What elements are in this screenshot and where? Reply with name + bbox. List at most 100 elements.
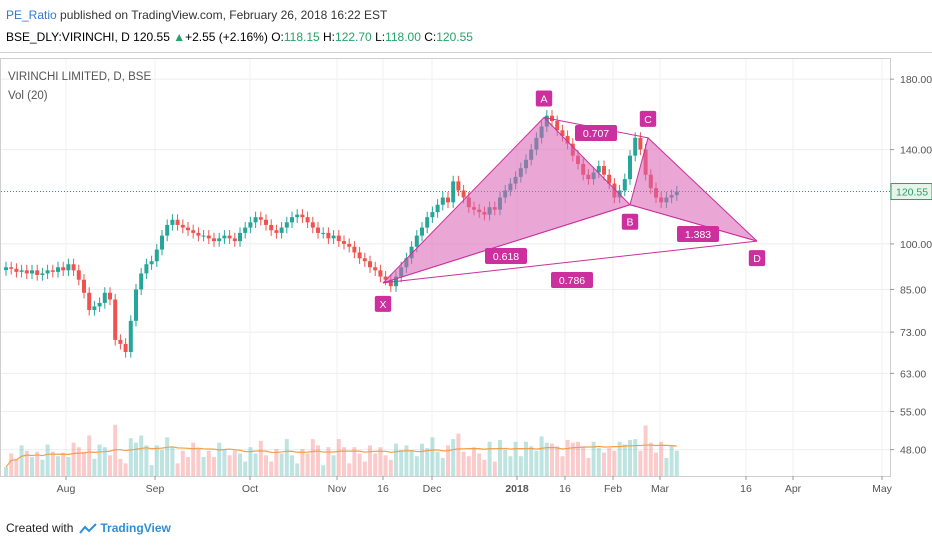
volume-bar[interactable]	[555, 446, 560, 476]
candle-body[interactable]	[4, 267, 8, 271]
symbol-name[interactable]: BSE_DLY:VIRINCHI, D	[6, 30, 130, 44]
volume-bar[interactable]	[290, 455, 294, 476]
candle-body[interactable]	[633, 137, 638, 156]
volume-bar[interactable]	[196, 449, 201, 476]
volume-bar[interactable]	[316, 445, 320, 476]
volume-bar[interactable]	[191, 442, 196, 476]
volume-indicator-label[interactable]: Vol (20)	[8, 90, 48, 102]
volume-bar[interactable]	[87, 435, 92, 477]
volume-bar[interactable]	[482, 459, 487, 476]
candle-body[interactable]	[24, 270, 29, 274]
candle-body[interactable]	[196, 232, 201, 236]
candle-body[interactable]	[362, 258, 367, 262]
volume-bar[interactable]	[108, 455, 112, 476]
candle-body[interactable]	[420, 227, 424, 236]
candle-body[interactable]	[414, 235, 419, 247]
volume-bar[interactable]	[518, 456, 523, 476]
volume-bar[interactable]	[628, 440, 632, 476]
volume-bar[interactable]	[71, 442, 76, 476]
volume-bar[interactable]	[24, 450, 29, 476]
candle-body[interactable]	[430, 212, 435, 218]
candle-body[interactable]	[555, 121, 560, 131]
candle-body[interactable]	[76, 270, 81, 280]
candle-body[interactable]	[378, 270, 383, 277]
volume-bar[interactable]	[206, 450, 211, 476]
volume-bar[interactable]	[612, 450, 617, 476]
candle-body[interactable]	[274, 230, 279, 233]
volume-bar[interactable]	[123, 463, 128, 476]
volume-bar[interactable]	[414, 456, 419, 476]
volume-bar[interactable]	[50, 451, 55, 476]
volume-bar[interactable]	[440, 458, 445, 476]
candle-body[interactable]	[227, 235, 232, 239]
candle-body[interactable]	[388, 279, 393, 287]
candle-body[interactable]	[87, 292, 92, 310]
candle-body[interactable]	[248, 222, 253, 228]
volume-bar[interactable]	[269, 461, 274, 476]
volume-bar[interactable]	[232, 450, 237, 476]
volume-bar[interactable]	[487, 441, 492, 476]
volume-bar[interactable]	[56, 456, 60, 476]
candle-body[interactable]	[258, 217, 263, 220]
volume-bar[interactable]	[170, 447, 175, 476]
volume-bar[interactable]	[4, 467, 8, 476]
volume-bar[interactable]	[529, 446, 534, 476]
volume-bar[interactable]	[399, 449, 404, 476]
candle-body[interactable]	[602, 166, 606, 175]
volume-bar[interactable]	[61, 452, 66, 476]
candle-body[interactable]	[264, 219, 268, 225]
candle-body[interactable]	[9, 267, 14, 269]
candle-body[interactable]	[50, 270, 55, 272]
candle-body[interactable]	[144, 264, 149, 274]
volume-bar[interactable]	[643, 425, 648, 476]
volume-bar[interactable]	[30, 457, 34, 476]
candle-body[interactable]	[565, 135, 570, 144]
candle-body[interactable]	[357, 252, 362, 259]
volume-bar[interactable]	[508, 456, 513, 476]
candle-body[interactable]	[217, 238, 222, 242]
candle-body[interactable]	[45, 270, 50, 274]
volume-bar[interactable]	[633, 439, 638, 476]
volume-bar[interactable]	[602, 452, 606, 476]
candle-body[interactable]	[97, 302, 102, 307]
candle-body[interactable]	[269, 224, 274, 231]
candle-body[interactable]	[186, 227, 190, 231]
candle-body[interactable]	[305, 217, 310, 223]
volume-bar[interactable]	[139, 435, 144, 477]
volume-bar[interactable]	[524, 441, 528, 476]
volume-bar[interactable]	[373, 453, 378, 477]
volume-bar[interactable]	[144, 445, 149, 476]
volume-bar[interactable]	[404, 445, 409, 476]
candle-body[interactable]	[113, 299, 118, 340]
volume-bar[interactable]	[362, 461, 367, 476]
volume-bar[interactable]	[664, 458, 669, 476]
volume-bar[interactable]	[513, 441, 518, 476]
volume-bar[interactable]	[102, 447, 107, 476]
volume-bar[interactable]	[227, 455, 232, 476]
candle-body[interactable]	[154, 249, 159, 262]
volume-bar[interactable]	[35, 451, 40, 476]
volume-bar[interactable]	[435, 451, 440, 476]
volume-bar[interactable]	[76, 447, 81, 476]
volume-bar[interactable]	[446, 445, 450, 476]
volume-bar[interactable]	[165, 437, 170, 476]
candle-body[interactable]	[40, 273, 45, 275]
volume-bar[interactable]	[352, 447, 357, 476]
volume-bar[interactable]	[586, 458, 591, 476]
candle-body[interactable]	[139, 273, 144, 290]
candle-body[interactable]	[596, 166, 601, 173]
candle-body[interactable]	[607, 174, 612, 184]
candle-body[interactable]	[347, 243, 352, 247]
candle-body[interactable]	[123, 343, 128, 352]
volume-bar[interactable]	[565, 440, 570, 476]
volume-bar[interactable]	[659, 441, 664, 476]
volume-bar[interactable]	[425, 448, 430, 476]
candle-body[interactable]	[201, 235, 206, 237]
candle-body[interactable]	[279, 227, 284, 233]
volume-bar[interactable]	[622, 444, 627, 477]
volume-bar[interactable]	[154, 445, 159, 476]
candle-body[interactable]	[352, 246, 357, 253]
candle-body[interactable]	[134, 289, 138, 321]
volume-bar[interactable]	[472, 447, 476, 476]
volume-bar[interactable]	[9, 453, 14, 477]
